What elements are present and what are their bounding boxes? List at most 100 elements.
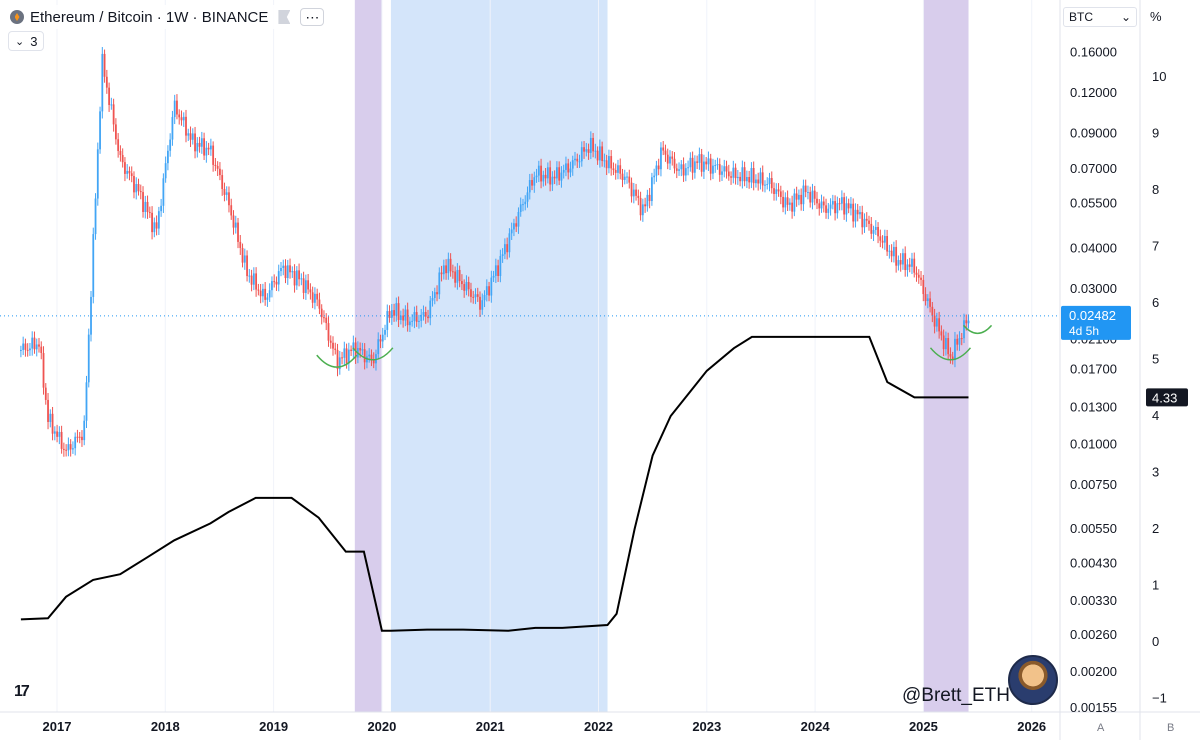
candle <box>483 290 486 308</box>
candle-body <box>485 286 488 296</box>
candle-body <box>280 267 282 272</box>
candle <box>689 152 692 172</box>
candle <box>899 253 902 272</box>
candle <box>212 141 215 172</box>
candle-body <box>200 138 203 147</box>
candle <box>476 287 479 302</box>
candle-body <box>171 117 174 140</box>
candle-body <box>669 156 671 164</box>
candle-body <box>447 258 450 274</box>
candle-body <box>440 272 443 275</box>
candle <box>775 183 778 201</box>
candle <box>698 147 701 170</box>
candle <box>277 264 280 292</box>
candle-body <box>793 193 796 212</box>
candle-body <box>759 172 762 184</box>
time-tick-label: 2019 <box>259 719 288 734</box>
candle <box>834 195 836 221</box>
candle <box>62 442 65 457</box>
candle <box>755 174 757 188</box>
axis-b-button[interactable]: B <box>1167 722 1175 734</box>
candle <box>902 248 904 270</box>
candle-body <box>379 339 382 342</box>
candle-body <box>259 290 262 297</box>
candle-body <box>377 339 380 355</box>
candle <box>861 205 864 235</box>
symbol-legend[interactable]: Ethereum / Bitcoin · 1W · BINANCE ⋯ <box>6 5 331 29</box>
candle-body <box>22 343 25 350</box>
candle-body <box>67 444 70 451</box>
candle-body <box>890 250 893 257</box>
candle-body <box>865 218 868 221</box>
candle <box>655 160 658 182</box>
candle <box>714 159 717 173</box>
candle <box>892 241 895 263</box>
candle-body <box>768 178 771 185</box>
candle-body <box>20 349 22 351</box>
candle <box>963 313 965 344</box>
candle-body <box>684 168 687 176</box>
tradingview-logo-icon[interactable]: 17 <box>14 683 30 700</box>
candle <box>228 186 230 213</box>
candle-body <box>513 223 515 230</box>
candle-body <box>268 290 271 298</box>
candle <box>422 305 425 321</box>
candle-body <box>605 160 608 169</box>
candle-body <box>121 154 124 163</box>
candle-body <box>85 382 88 421</box>
candle <box>741 160 744 189</box>
more-dots-icon[interactable]: ⋯ <box>300 8 325 26</box>
candle-body <box>856 209 859 215</box>
candle-body <box>146 201 149 213</box>
candle <box>533 171 536 193</box>
candle <box>958 331 961 351</box>
indicator-toggle[interactable]: ⌄ 3 <box>8 31 45 51</box>
candle <box>750 162 753 189</box>
candle <box>406 302 409 332</box>
candle-body <box>323 317 325 319</box>
current-price-countdown: 4d 5h <box>1069 324 1099 338</box>
candle <box>524 195 527 211</box>
candle-body <box>191 133 194 140</box>
candle-body <box>49 413 52 422</box>
flag-icon[interactable] <box>278 10 291 24</box>
candle-body <box>578 161 581 163</box>
candle-body <box>128 170 131 174</box>
candle <box>395 297 398 322</box>
candle-body <box>963 320 965 339</box>
candle <box>110 97 113 110</box>
candle-body <box>277 271 280 285</box>
candle-body <box>648 194 651 202</box>
candle-body <box>915 272 918 275</box>
candle <box>316 288 319 307</box>
candle <box>703 154 705 179</box>
candle <box>705 157 708 170</box>
candle-body <box>666 154 669 164</box>
axis-a-button[interactable]: A <box>1097 722 1105 734</box>
candle <box>610 150 613 176</box>
candle <box>388 305 391 323</box>
candle-body <box>565 163 567 170</box>
candle-body <box>861 212 864 228</box>
candle <box>585 142 588 157</box>
candle-body <box>854 209 857 222</box>
candle-body <box>897 260 900 266</box>
candle-body <box>924 294 927 302</box>
candle <box>35 338 38 357</box>
author-watermark: @Brett_ETH <box>902 685 1010 706</box>
candle <box>954 331 956 368</box>
candle <box>917 269 920 284</box>
candle-body <box>601 146 604 162</box>
candle <box>617 159 619 180</box>
candle-body <box>44 387 47 400</box>
currency-select[interactable]: BTC ⌄ <box>1063 7 1137 27</box>
candle-body <box>232 215 235 228</box>
candle <box>795 186 798 207</box>
candle-body <box>409 321 411 326</box>
candle-body <box>506 244 509 253</box>
candle <box>176 94 178 120</box>
candle-body <box>465 282 468 291</box>
candle-body <box>406 309 409 326</box>
candle <box>185 109 187 143</box>
